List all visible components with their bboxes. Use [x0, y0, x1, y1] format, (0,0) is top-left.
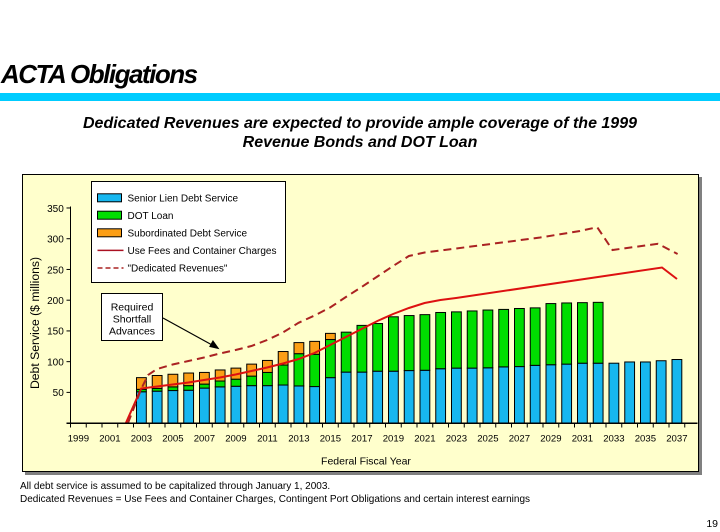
svg-text:2029: 2029 [540, 434, 561, 445]
svg-text:2033: 2033 [603, 434, 624, 445]
svg-text:2007: 2007 [194, 434, 215, 445]
svg-text:2031: 2031 [572, 434, 593, 445]
svg-text:100: 100 [47, 357, 64, 368]
svg-text:2027: 2027 [509, 434, 530, 445]
svg-text:2025: 2025 [477, 434, 498, 445]
svg-text:Shortfall: Shortfall [113, 313, 152, 325]
svg-text:Debt Service ($ millions): Debt Service ($ millions) [28, 257, 42, 389]
svg-text:"Dedicated Revenues": "Dedicated Revenues" [128, 264, 228, 275]
svg-text:Federal Fiscal Year: Federal Fiscal Year [321, 456, 411, 468]
svg-text:Advances: Advances [109, 326, 155, 338]
svg-text:Subordinated Debt Service: Subordinated Debt Service [128, 228, 248, 239]
svg-text:Senior Lien Debt Service: Senior Lien Debt Service [128, 193, 239, 204]
svg-text:50: 50 [53, 388, 65, 399]
svg-text:DOT Loan: DOT Loan [128, 211, 174, 222]
svg-text:2017: 2017 [351, 434, 372, 445]
svg-text:Required: Required [111, 301, 154, 313]
svg-text:250: 250 [47, 265, 64, 276]
svg-text:2005: 2005 [162, 434, 183, 445]
svg-text:300: 300 [47, 235, 64, 246]
svg-text:2037: 2037 [666, 434, 687, 445]
svg-text:2021: 2021 [414, 434, 435, 445]
svg-text:200: 200 [47, 296, 64, 307]
svg-text:2015: 2015 [320, 434, 341, 445]
svg-text:150: 150 [47, 327, 64, 338]
svg-text:2035: 2035 [635, 434, 656, 445]
svg-text:2023: 2023 [446, 434, 467, 445]
svg-text:Use Fees and Container Charges: Use Fees and Container Charges [128, 246, 277, 257]
svg-text:350: 350 [47, 204, 64, 215]
svg-text:2001: 2001 [99, 434, 120, 445]
svg-text:2013: 2013 [288, 434, 309, 445]
svg-text:2009: 2009 [225, 434, 246, 445]
svg-text:2003: 2003 [131, 434, 152, 445]
svg-text:2019: 2019 [383, 434, 404, 445]
svg-text:1999: 1999 [68, 434, 89, 445]
svg-text:2011: 2011 [257, 434, 278, 445]
